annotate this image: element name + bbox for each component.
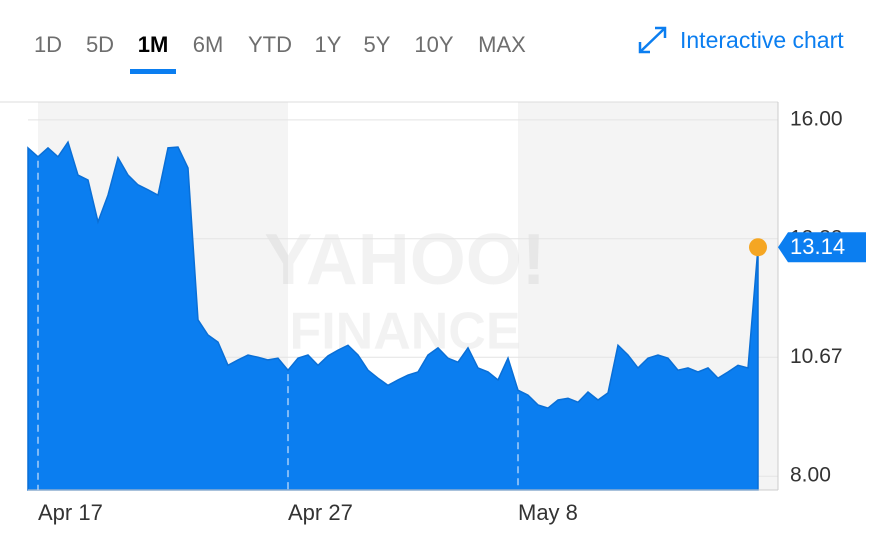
tab[interactable]: 5Y	[364, 32, 391, 57]
tab[interactable]: 6M	[193, 32, 224, 57]
watermark: YAHOO!	[264, 220, 545, 300]
area	[27, 140, 759, 491]
last-marker	[749, 238, 767, 257]
tab[interactable]: 1D	[34, 32, 62, 57]
tab[interactable]: MAX	[478, 32, 526, 57]
expand-icon	[638, 26, 667, 54]
tab[interactable]: 1Y	[315, 32, 342, 57]
x-tick-label: Apr 17	[38, 500, 103, 525]
link[interactable]: Interactive chart	[638, 26, 844, 54]
tab[interactable]: YTD	[248, 32, 292, 57]
watermark: FINANCE	[289, 303, 520, 361]
y-tick-label: 8.00	[790, 464, 831, 487]
x-tick-label: Apr 27	[288, 500, 353, 525]
tab[interactable]: 10Y	[414, 32, 453, 57]
price-label: 13.14	[790, 234, 845, 259]
tab[interactable]: 5D	[86, 32, 114, 57]
price-flag	[778, 232, 866, 263]
y-tick-label: 16.00	[790, 107, 843, 130]
y-tick-label: 10.67	[790, 345, 843, 368]
tab-underline	[130, 69, 176, 74]
link-text[interactable]: Interactive chart	[680, 27, 844, 53]
x-tick-label: May 8	[518, 500, 578, 525]
tab[interactable]: 1M	[138, 32, 169, 57]
